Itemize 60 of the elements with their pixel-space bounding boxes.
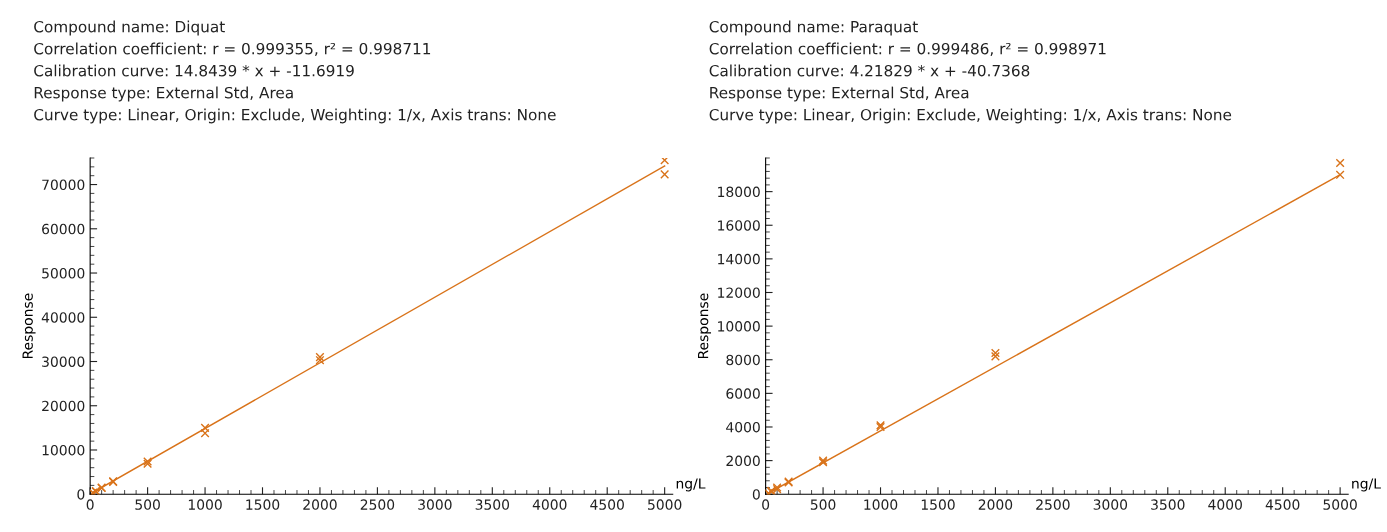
text: Calibration curve: 4.21829 * x + -40.7368 [709, 64, 1030, 77]
text: Calibration curve: 14.8439 * x + -11.6919 [34, 64, 354, 77]
text: Response type: External Std, Area [34, 86, 293, 102]
y-tick-label: 20000 [42, 400, 85, 412]
x-tick-label: 5000 [1323, 499, 1357, 510]
y-tick-label: 50000 [42, 268, 85, 279]
y-tick-label: 70000 [42, 179, 85, 191]
y-tick-label: 40000 [41, 312, 85, 323]
x-tick-label: 1500 [921, 499, 955, 510]
text: Curve type: Linear, Origin: Exclude, Weighting: 1/x, Axis trans: None [709, 108, 1232, 124]
chart-title: Compound name: Diquat [34, 20, 225, 36]
x-tick-label: 4500 [590, 499, 624, 510]
x-tick-label: 1500 [246, 499, 280, 510]
y-axis-title: Response [698, 293, 712, 359]
point [200, 423, 210, 433]
y-tick-label: 8000 [726, 354, 760, 366]
y-tick-label: 14000 [718, 253, 760, 265]
x-tick-label: 500 [135, 499, 160, 510]
x-axis-title: ng/L [1352, 478, 1381, 492]
x-tick-label: 2500 [360, 499, 395, 510]
x-tick-label: 3500 [475, 499, 510, 510]
point [660, 169, 670, 179]
y-tick-label: 10000 [42, 444, 85, 456]
text: Correlation coefficient: r = 0.999486, r² = 0.998971 [709, 42, 1106, 56]
x-tick-label: 3500 [1151, 499, 1185, 510]
x-tick-label: 0 [762, 499, 770, 510]
y-tick-label: 2000 [726, 455, 760, 467]
y-tick-label: 16000 [718, 220, 760, 231]
x-tick-label: 5000 [648, 499, 682, 510]
y-tick-label: 18000 [718, 186, 760, 198]
x-tick-label: 2000 [978, 499, 1013, 510]
y-tick-label: 60000 [42, 223, 85, 235]
y-axis-title: Response [22, 293, 36, 359]
text: Curve type: Linear, Origin: Exclude, Weighting: 1/x, Axis trans: None [34, 108, 556, 124]
point [1335, 158, 1345, 168]
text: Correlation coefficient: r = 0.999355, r² = 0.998711 [34, 42, 431, 56]
y-tick-label: 0 [77, 489, 85, 500]
point [1335, 170, 1345, 180]
x-tick-label: 500 [810, 499, 836, 510]
y-tick-label: 6000 [726, 388, 760, 399]
chart-title: Compound name: Paraquat [709, 20, 918, 36]
y-tick-label: 10000 [718, 321, 760, 332]
y-tick-label: 4000 [726, 421, 760, 433]
x-tick-label: 3000 [418, 499, 452, 510]
x-axis-title: ng/L [676, 478, 706, 492]
x-tick-label: 1000 [188, 499, 222, 510]
y-tick-label: 0 [752, 489, 760, 500]
text: Response type: External Std, Area [710, 86, 969, 102]
x-tick-label: 2500 [1036, 499, 1070, 510]
x-tick-label: 4000 [1208, 499, 1242, 510]
x-tick-label: 4500 [1265, 499, 1300, 510]
x-tick-label: 0 [86, 499, 94, 510]
y-tick-label: 30000 [42, 356, 85, 367]
point [660, 158, 670, 165]
x-tick-label: 1000 [864, 499, 898, 510]
y-tick-label: 12000 [718, 287, 760, 298]
x-tick-label: 2000 [303, 499, 337, 510]
x-tick-label: 3000 [1093, 499, 1128, 510]
point [200, 428, 210, 438]
x-tick-label: 4000 [532, 499, 567, 510]
